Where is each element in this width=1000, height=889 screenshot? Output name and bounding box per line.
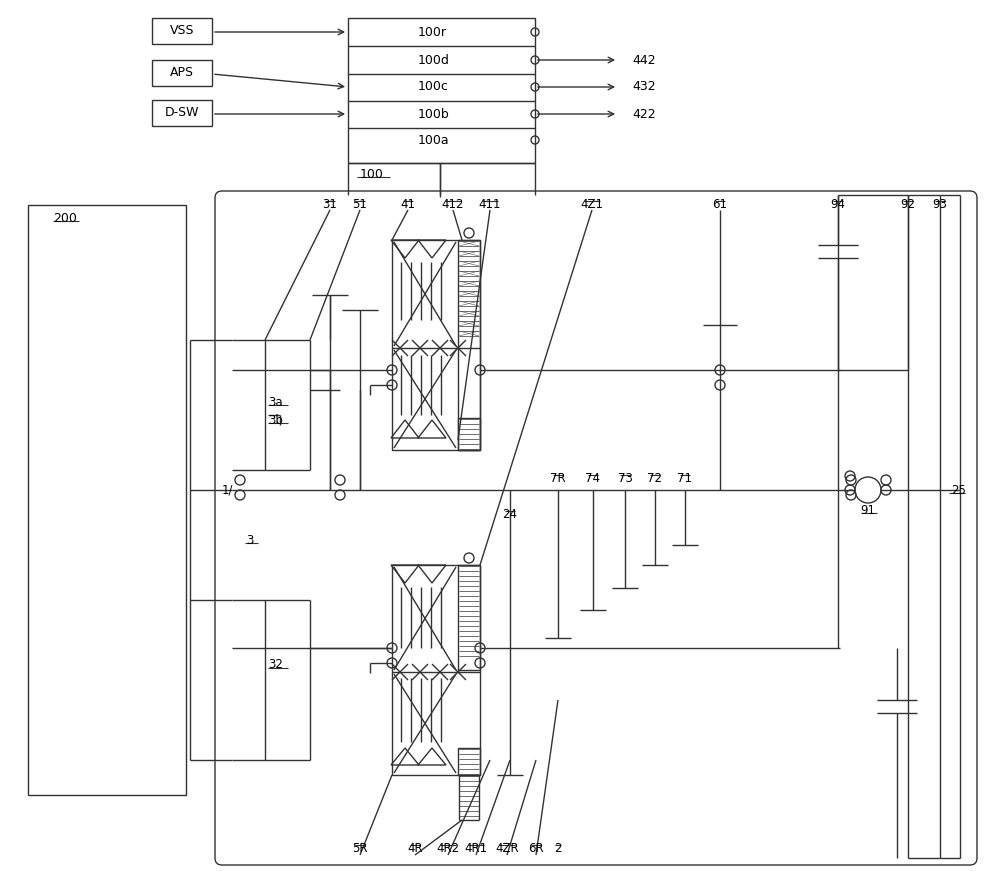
Text: 3b: 3b <box>268 413 283 427</box>
Text: 3a: 3a <box>268 396 283 409</box>
Text: 93: 93 <box>933 198 947 211</box>
Text: 72: 72 <box>648 472 662 485</box>
Text: 24: 24 <box>503 508 518 521</box>
Text: 4R2: 4R2 <box>436 842 460 855</box>
Text: 25: 25 <box>951 484 966 496</box>
Text: 73: 73 <box>618 472 632 485</box>
Text: 100d: 100d <box>418 53 450 67</box>
Text: 94: 94 <box>830 198 846 211</box>
Text: 2: 2 <box>554 842 562 855</box>
Text: 6R: 6R <box>528 842 544 855</box>
Text: 31: 31 <box>323 198 337 211</box>
Bar <box>392 240 480 450</box>
Text: 51: 51 <box>353 198 367 211</box>
Text: 32: 32 <box>268 659 283 671</box>
Text: 71: 71 <box>678 472 692 485</box>
Text: 422: 422 <box>632 108 656 121</box>
Text: 432: 432 <box>632 81 656 93</box>
Text: 4ZR: 4ZR <box>495 842 519 855</box>
Text: 74: 74 <box>586 472 600 485</box>
Text: 91: 91 <box>860 503 876 517</box>
Text: D-SW: D-SW <box>165 107 199 119</box>
Text: 200: 200 <box>53 212 77 225</box>
Text: VSS: VSS <box>170 25 194 37</box>
Bar <box>28 205 186 795</box>
Text: APS: APS <box>170 67 194 79</box>
Circle shape <box>855 477 881 503</box>
Text: 4R: 4R <box>407 842 423 855</box>
Text: 100: 100 <box>360 167 384 180</box>
Bar <box>152 60 212 86</box>
Bar <box>152 18 212 44</box>
Text: 4Z1: 4Z1 <box>580 198 604 211</box>
Bar <box>458 565 480 670</box>
Bar <box>458 748 480 775</box>
Text: 100a: 100a <box>418 133 450 147</box>
Bar <box>392 565 480 775</box>
Text: 100r: 100r <box>418 26 447 38</box>
Text: 4R1: 4R1 <box>464 842 488 855</box>
Bar <box>458 240 480 450</box>
Text: 3: 3 <box>246 533 254 547</box>
Text: 61: 61 <box>712 198 728 211</box>
Text: 92: 92 <box>900 198 916 211</box>
Bar <box>458 418 480 450</box>
Text: 7R: 7R <box>550 472 566 485</box>
Text: 41: 41 <box>401 198 416 211</box>
Text: 412: 412 <box>442 198 464 211</box>
Text: 1/: 1/ <box>222 484 233 496</box>
Bar <box>348 18 535 163</box>
Bar <box>152 100 212 126</box>
Text: 442: 442 <box>632 53 656 67</box>
Text: 100b: 100b <box>418 108 450 121</box>
Text: 5R: 5R <box>352 842 368 855</box>
Text: 411: 411 <box>479 198 501 211</box>
Text: 100c: 100c <box>418 81 449 93</box>
